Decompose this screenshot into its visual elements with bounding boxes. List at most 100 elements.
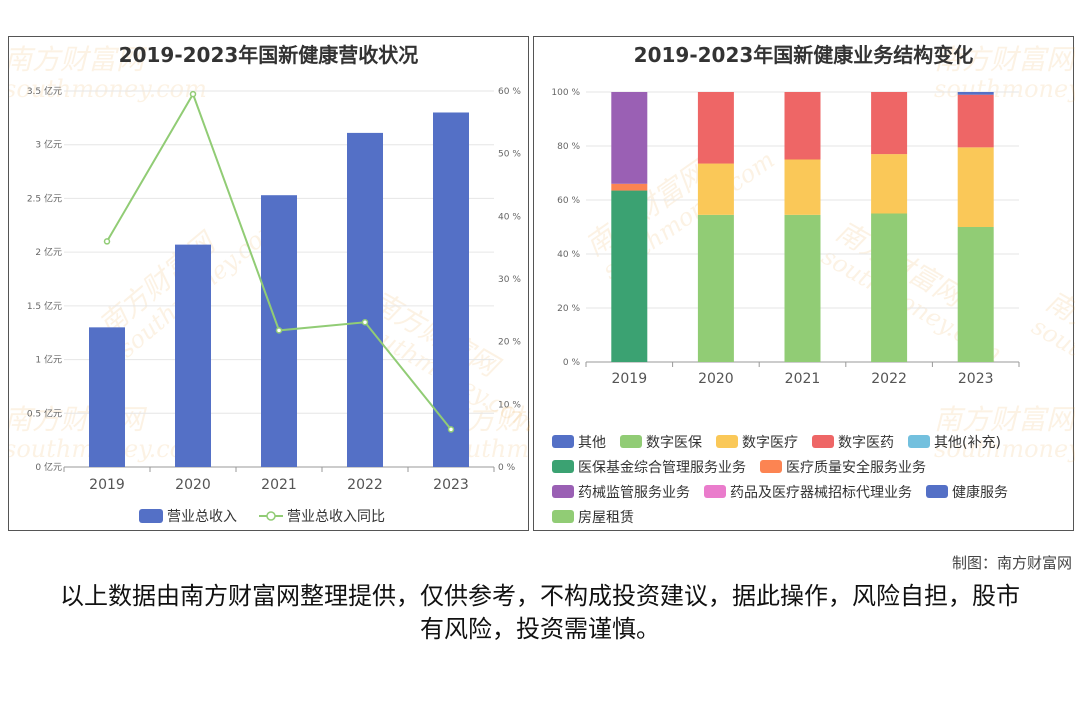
y-tick-label: 60 % bbox=[557, 196, 580, 206]
legend-label-revenue: 营业总收入 bbox=[167, 509, 237, 525]
x-tick-label: 2020 bbox=[698, 371, 734, 387]
y-tick-label: 80 % bbox=[557, 142, 580, 152]
disclaimer-text: 以上数据由南方财富网整理提供，仅供参考，不构成投资建议，据此操作，风险自担，股市… bbox=[60, 582, 1020, 643]
legend-label: 药械监管服务业务 bbox=[578, 485, 690, 501]
x-tick-label: 2021 bbox=[261, 477, 297, 493]
stack-segment bbox=[871, 92, 908, 155]
legend-swatch bbox=[908, 435, 930, 448]
y-tick-label: 0.5 亿元 bbox=[27, 407, 62, 419]
stack-segment bbox=[611, 190, 648, 362]
x-tick-label: 2020 bbox=[175, 477, 211, 493]
legend-label: 其他(补充) bbox=[934, 435, 1001, 451]
yoy-point bbox=[189, 90, 197, 98]
legend-swatch bbox=[926, 485, 948, 498]
legend-label: 数字医疗 bbox=[742, 435, 798, 451]
stack-segment bbox=[957, 147, 994, 227]
stack-segment bbox=[871, 213, 908, 362]
yoy-point bbox=[447, 426, 455, 433]
y-tick-label: 2 亿元 bbox=[35, 246, 62, 258]
watermark-cn: 南方财富网 bbox=[934, 43, 1075, 76]
watermark-en: southmoney.com bbox=[9, 75, 207, 103]
x-tick-label: 2023 bbox=[958, 371, 994, 387]
y-tick-label: 0 亿元 bbox=[35, 461, 62, 473]
stack-segment bbox=[871, 154, 908, 214]
stack-segment bbox=[957, 92, 994, 95]
y2-tick-label: 30 % bbox=[498, 275, 521, 285]
legend-swatch-revenue bbox=[139, 509, 163, 523]
structure-chart: 南方财富网southmoney.com南方财富网southmoney.com南方… bbox=[551, 43, 1075, 526]
credit-label: 制图：南方财富网 bbox=[951, 554, 1072, 572]
legend-label: 数字医药 bbox=[838, 435, 894, 451]
y2-tick-label: 50 % bbox=[498, 150, 521, 160]
legend-label: 房屋租赁 bbox=[578, 510, 634, 526]
legend-swatch bbox=[760, 460, 782, 473]
revenue-chart: 南方财富网southmoney.com南方财富网southmoney.com南方… bbox=[9, 43, 530, 525]
legend-label: 医疗质量安全服务业务 bbox=[786, 459, 926, 476]
y2-tick-label: 40 % bbox=[498, 212, 521, 222]
stack-segment bbox=[784, 159, 821, 215]
y-tick-label: 3.5 亿元 bbox=[27, 85, 62, 97]
legend-swatch bbox=[620, 435, 642, 448]
y-tick-label: 20 % bbox=[557, 304, 580, 314]
stack-segment bbox=[784, 214, 821, 362]
x-tick-label: 2019 bbox=[89, 477, 125, 493]
x-tick-label: 2019 bbox=[611, 371, 647, 387]
stack-segment bbox=[957, 227, 994, 362]
x-tick-label: 2022 bbox=[871, 371, 907, 387]
watermark-cn: 南方财富网 bbox=[9, 43, 148, 76]
revenue-bar bbox=[433, 112, 469, 467]
stack-segment bbox=[697, 163, 734, 215]
yoy-point bbox=[361, 318, 369, 326]
y-tick-label: 40 % bbox=[557, 250, 580, 260]
watermark-en: southmoney.com bbox=[934, 435, 1075, 463]
legend-label: 数字医保 bbox=[646, 435, 702, 451]
stack-segment bbox=[611, 92, 648, 184]
stack-segment bbox=[697, 92, 734, 164]
y-tick-label: 1.5 亿元 bbox=[27, 300, 62, 312]
revenue-bar bbox=[175, 244, 211, 467]
stack-segment bbox=[611, 183, 648, 191]
y-tick-label: 100 % bbox=[551, 88, 580, 98]
legend-label: 健康服务 bbox=[952, 484, 1008, 501]
legend-label-yoy: 营业总收入同比 bbox=[287, 509, 385, 525]
revenue-chart-panel: 南方财富网southmoney.com南方财富网southmoney.com南方… bbox=[8, 36, 530, 531]
legend-swatch bbox=[812, 435, 834, 448]
y-tick-label: 2.5 亿元 bbox=[27, 192, 62, 204]
y2-tick-label: 20 % bbox=[498, 338, 521, 348]
watermark-cn: 南方财富网 bbox=[9, 403, 148, 436]
legend-label: 其他 bbox=[578, 435, 606, 451]
yoy-point bbox=[103, 238, 111, 245]
legend-marker-yoy bbox=[266, 511, 276, 521]
legend-swatch bbox=[552, 510, 574, 523]
legend-swatch bbox=[704, 485, 726, 498]
y2-tick-label: 10 % bbox=[498, 400, 521, 410]
revenue-bar bbox=[347, 132, 383, 467]
y-tick-label: 1 亿元 bbox=[35, 354, 62, 366]
revenue-bar bbox=[89, 327, 125, 467]
y-tick-label: 3 亿元 bbox=[35, 139, 62, 151]
legend-swatch bbox=[552, 460, 574, 473]
yoy-point bbox=[275, 327, 283, 334]
legend-swatch bbox=[552, 435, 574, 448]
x-tick-label: 2021 bbox=[785, 371, 821, 387]
y2-tick-label: 0 % bbox=[498, 463, 516, 473]
stack-segment bbox=[957, 94, 994, 148]
legend-label: 医保基金综合管理服务业务 bbox=[578, 459, 746, 476]
stack-segment bbox=[697, 214, 734, 362]
x-tick-label: 2022 bbox=[347, 477, 383, 493]
structure-chart-title: 2019-2023年国新健康业务结构变化 bbox=[633, 43, 974, 67]
legend-swatch bbox=[552, 485, 574, 498]
revenue-chart-title: 2019-2023年国新健康营收状况 bbox=[118, 43, 419, 67]
watermark-cn: 南方财富网 bbox=[934, 403, 1075, 436]
x-tick-label: 2023 bbox=[433, 477, 469, 493]
y2-tick-label: 60 % bbox=[498, 87, 521, 97]
stack-segment bbox=[784, 92, 821, 160]
legend-label: 药品及医疗器械招标代理业务 bbox=[730, 485, 912, 501]
legend-swatch bbox=[716, 435, 738, 448]
structure-chart-panel: 南方财富网southmoney.com南方财富网southmoney.com南方… bbox=[533, 36, 1075, 531]
y-tick-label: 0 % bbox=[563, 358, 581, 368]
